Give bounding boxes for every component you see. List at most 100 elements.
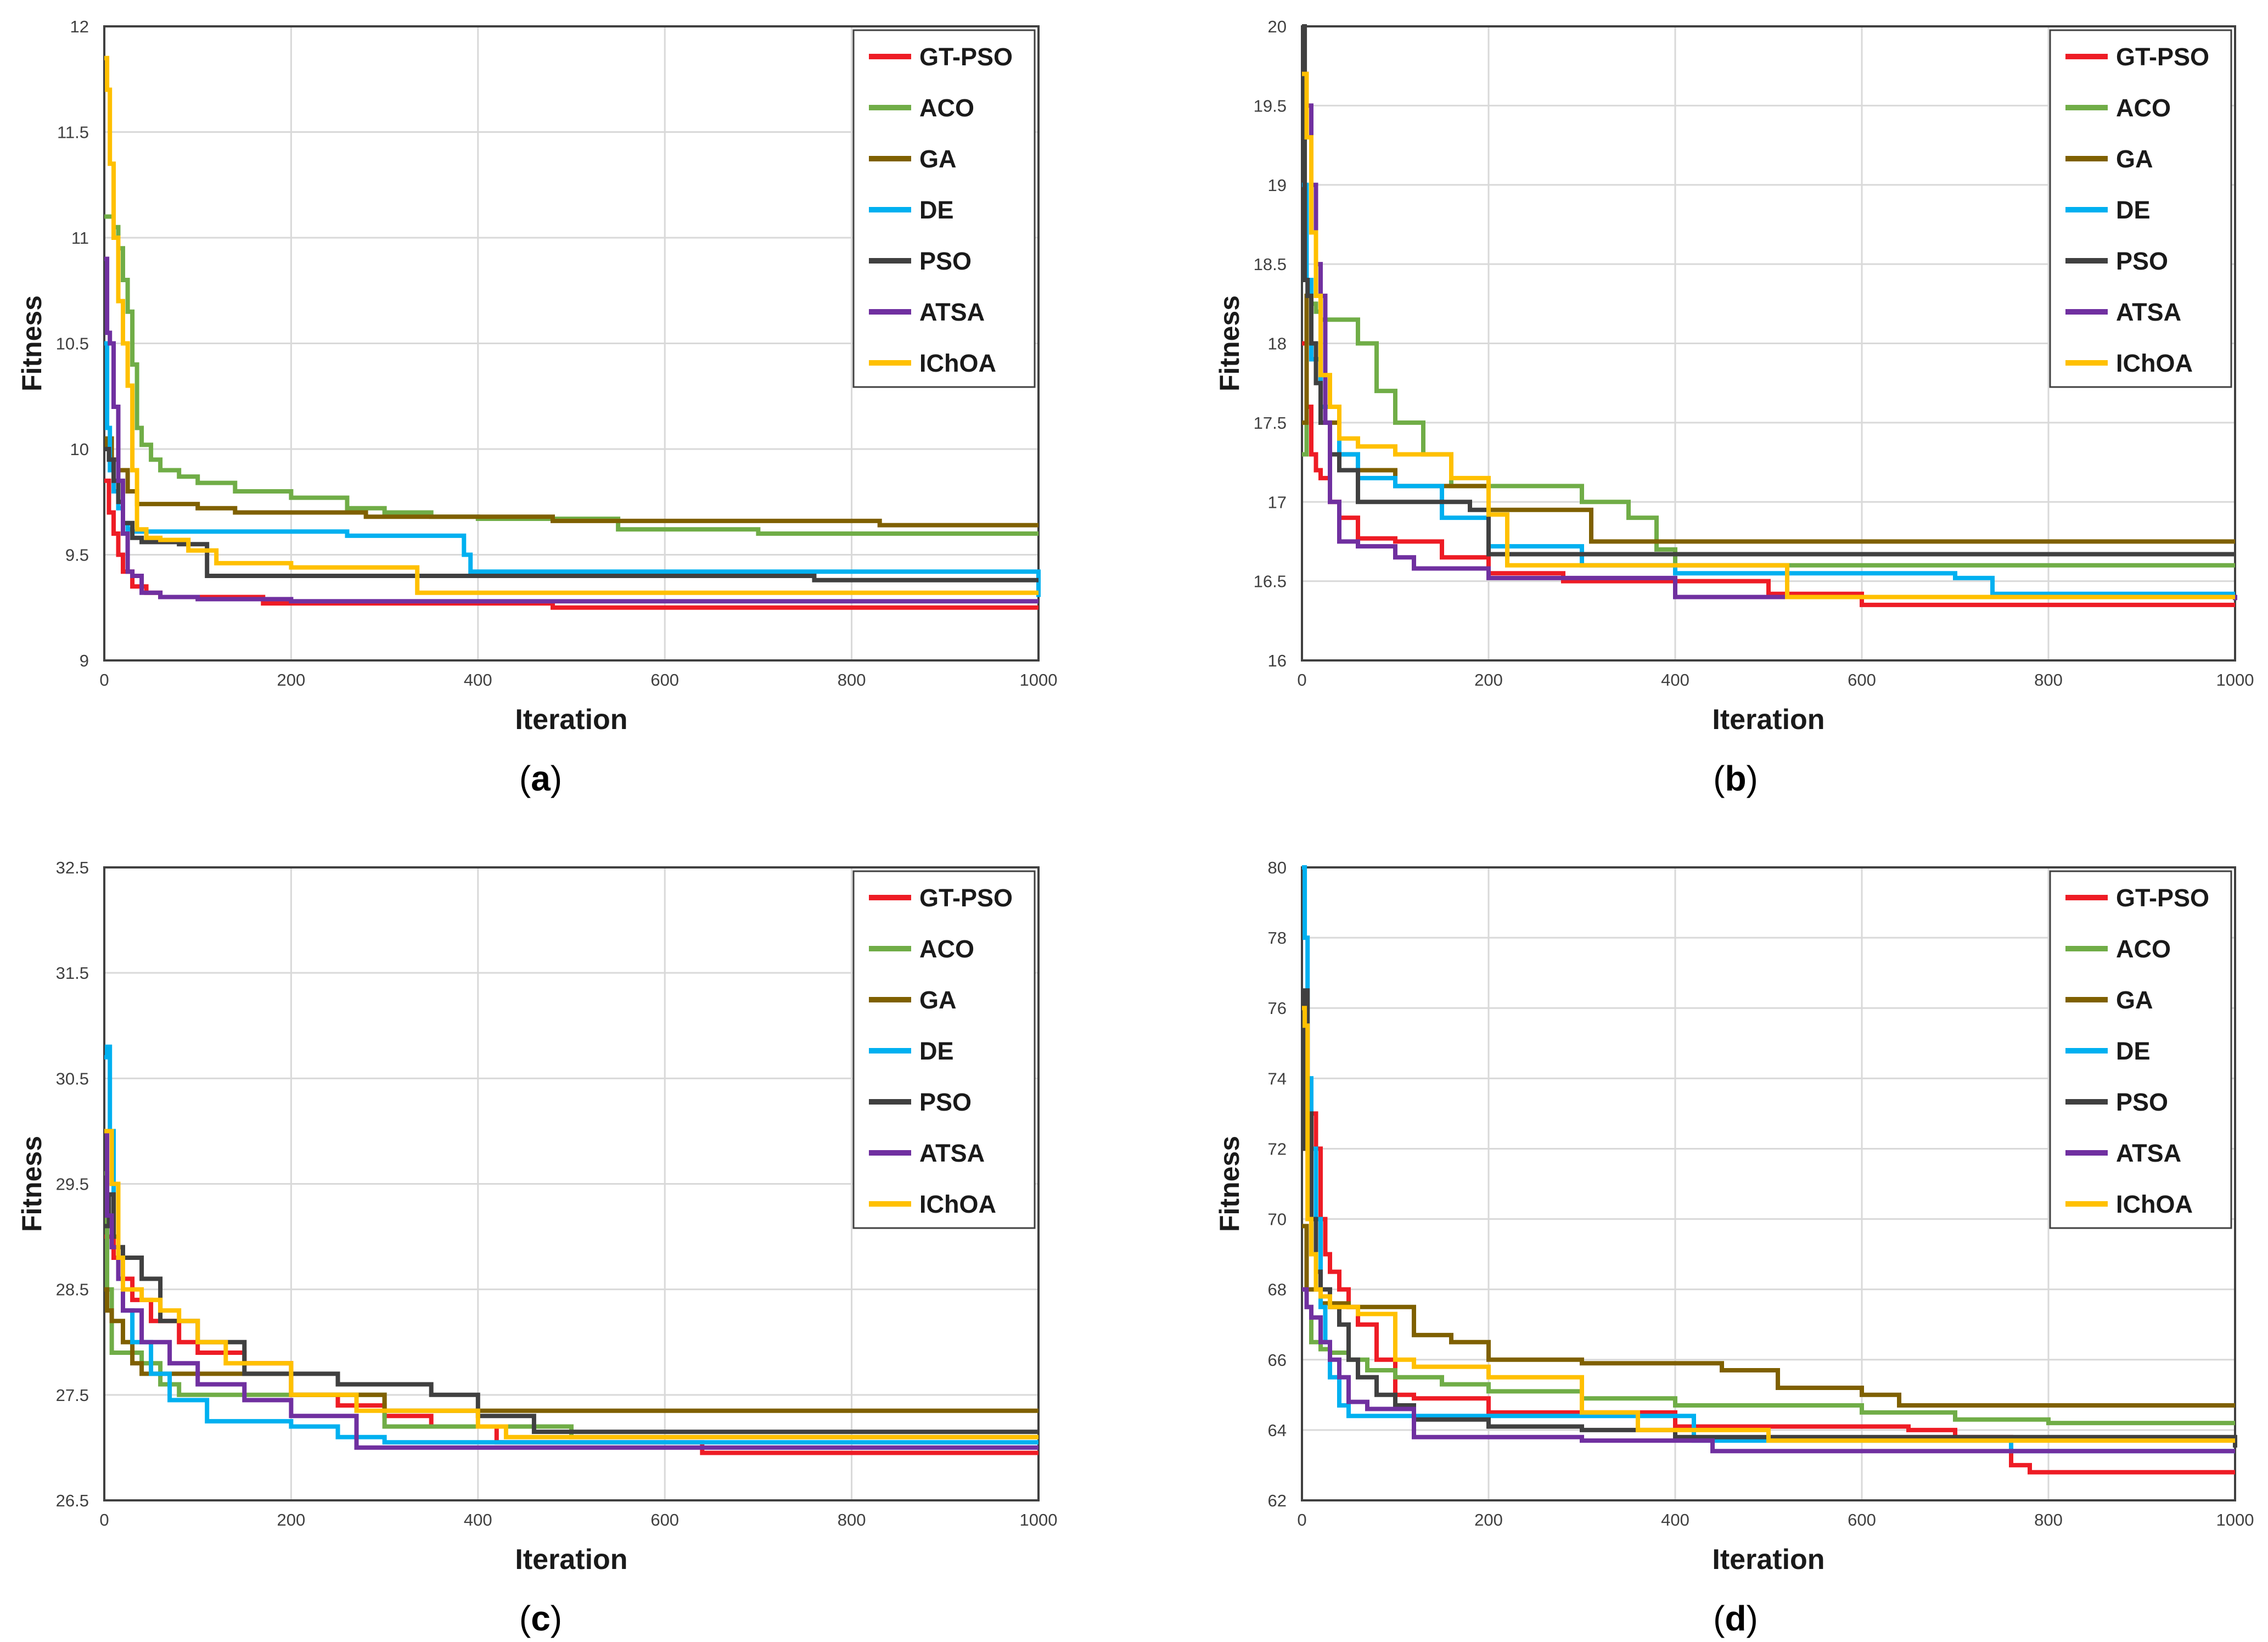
legend-label: IChOA — [919, 1190, 996, 1218]
series-line-pso — [104, 447, 1038, 582]
legend-label: PSO — [919, 247, 972, 275]
y-tick-label: 9 — [80, 651, 89, 670]
series-lines — [104, 1044, 1038, 1455]
y-tick-label: 17 — [1268, 492, 1287, 512]
caption-letter: b — [1725, 759, 1746, 798]
y-tick-label: 78 — [1268, 928, 1287, 948]
series-line-aco — [1302, 293, 2235, 568]
series-line-de — [104, 341, 1041, 597]
y-tick-label: 11.5 — [57, 123, 89, 142]
y-tick-label: 18 — [1268, 334, 1287, 354]
y-tick-label: 10 — [70, 440, 89, 459]
x-tick-label: 1000 — [1020, 670, 1058, 690]
y-tick-label: 28.5 — [56, 1280, 89, 1299]
x-tick-label: 800 — [2034, 1510, 2063, 1529]
x-tick-label: 200 — [1474, 1510, 1503, 1529]
x-axis-label: Iteration — [515, 704, 627, 736]
legend-label: IChOA — [2116, 1190, 2193, 1218]
caption-letter: c — [531, 1599, 551, 1638]
y-axis-label: Fitness — [1214, 1136, 1245, 1232]
series-line-ichoa — [104, 55, 1038, 595]
y-tick-label: 27.5 — [56, 1386, 89, 1405]
plot-frame — [1301, 866, 2236, 1501]
x-tick-label: 200 — [1474, 670, 1503, 690]
y-tick-label: 19.5 — [1254, 96, 1287, 115]
caption-letter: d — [1725, 1599, 1746, 1638]
x-axis-label: Iteration — [1712, 704, 1824, 736]
y-axis-label: Fitness — [16, 295, 47, 391]
legend-label: DE — [2116, 196, 2151, 224]
legend: GT-PSO ACO GA DE PSO ATSA IChOA — [852, 870, 1036, 1229]
series-line-atsa — [104, 256, 1038, 604]
y-tick-label: 10.5 — [56, 334, 89, 354]
y-tick-label: 32.5 — [56, 858, 89, 877]
y-tick-label: 68 — [1268, 1280, 1287, 1299]
y-axis-label: Fitness — [16, 1136, 47, 1232]
y-tick-label: 30.5 — [56, 1069, 89, 1088]
x-axis-label: Iteration — [1712, 1544, 1824, 1576]
series-line-ichoa — [1302, 71, 2235, 599]
legend-label: GT-PSO — [919, 43, 1013, 71]
caption-open-paren: ( — [519, 759, 531, 798]
panel-caption: (c) — [519, 1599, 562, 1638]
series-line-aco — [104, 1171, 1038, 1439]
legend-label: ATSA — [2116, 298, 2181, 326]
panel-caption: (a) — [519, 759, 562, 798]
x-tick-label: 1000 — [1020, 1510, 1058, 1529]
x-tick-label: 800 — [838, 1510, 866, 1529]
legend-label: PSO — [919, 1088, 972, 1116]
y-axis-label: Fitness — [1214, 295, 1245, 391]
y-tick-label: 20 — [1268, 17, 1287, 36]
y-tick-label: 76 — [1268, 999, 1287, 1018]
y-tick-label: 70 — [1268, 1210, 1287, 1229]
x-tick-label: 400 — [464, 1510, 492, 1529]
legend-label: ATSA — [919, 1139, 985, 1167]
legend-label: GA — [919, 986, 957, 1014]
y-tick-label: 16.5 — [1254, 572, 1287, 591]
caption-open-paren: ( — [1713, 1599, 1725, 1638]
x-tick-label: 0 — [1297, 670, 1306, 690]
chart-panel-c: 0 200 400 600 800 1000 26.5 27.5 28.5 29.5 30.5 31.… — [16, 858, 1057, 1638]
chart-panel-a: 0 200 400 600 800 1000 9 9.5 10 10.5 11 11.5 12 Itera… — [16, 17, 1057, 798]
legend-label: ATSA — [2116, 1139, 2181, 1167]
y-tick-label: 17.5 — [1254, 413, 1287, 433]
caption-close-paren: ) — [551, 759, 562, 798]
legend-label: ACO — [2116, 935, 2171, 963]
legend-label: DE — [919, 196, 954, 224]
x-tick-label: 0 — [1297, 1510, 1306, 1529]
x-tick-label: 800 — [2034, 670, 2063, 690]
series-line-ichoa — [1302, 1006, 2235, 1443]
y-tick-label: 9.5 — [65, 546, 89, 565]
legend-label: GA — [2116, 986, 2153, 1014]
y-tick-label: 26.5 — [56, 1491, 89, 1510]
x-tick-label: 0 — [99, 670, 109, 690]
series-line-gt-pso — [1302, 341, 2235, 607]
caption-letter: a — [531, 759, 551, 798]
y-tick-label: 74 — [1268, 1069, 1287, 1088]
x-tick-label: 600 — [650, 1510, 679, 1529]
y-tick-label: 16 — [1268, 651, 1287, 670]
caption-open-paren: ( — [519, 1599, 531, 1638]
panel-caption: (d) — [1713, 1599, 1758, 1638]
y-tick-label: 11 — [71, 228, 89, 248]
legend-label: GA — [919, 145, 957, 173]
caption-close-paren: ) — [1747, 1599, 1758, 1638]
legend: GT-PSO ACO GA DE PSO ATSA IChOA — [2049, 29, 2232, 388]
legend-label: GT-PSO — [2116, 884, 2209, 912]
legend: GT-PSO ACO GA DE PSO ATSA IChOA — [852, 29, 1036, 388]
y-tick-label: 29.5 — [56, 1175, 89, 1194]
x-tick-label: 200 — [277, 1510, 306, 1529]
legend: GT-PSO ACO GA DE PSO ATSA IChOA — [2049, 870, 2232, 1229]
legend-label: ACO — [2116, 94, 2171, 122]
series-line-pso — [1302, 988, 2237, 1448]
x-tick-label: 1000 — [2216, 670, 2254, 690]
chart-panel-b: 0 200 400 600 800 1000 16 16.5 17 17.5 18 18.5 19 19.… — [1214, 17, 2254, 798]
caption-close-paren: ) — [1747, 759, 1758, 798]
legend-label: GT-PSO — [2116, 43, 2209, 71]
x-tick-label: 600 — [1848, 1510, 1876, 1529]
plot-frame — [103, 866, 1040, 1501]
y-tick-label: 31.5 — [56, 963, 89, 983]
legend-label: IChOA — [2116, 349, 2193, 377]
x-tick-label: 400 — [1661, 1510, 1689, 1529]
